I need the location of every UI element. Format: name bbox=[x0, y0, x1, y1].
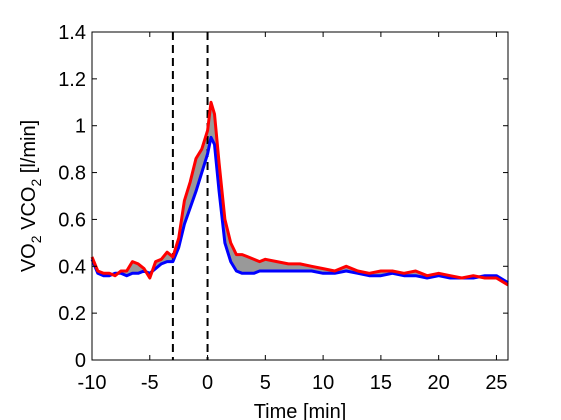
fill-between-area bbox=[92, 102, 508, 285]
plot-frame bbox=[91, 31, 509, 361]
y-axis-label: VO2 VCO2 [l/min] bbox=[18, 120, 44, 272]
x-axis-label: Time [min] bbox=[254, 401, 347, 420]
x-tick-label-2: 0 bbox=[202, 372, 213, 394]
x-tick-label-1: -5 bbox=[141, 372, 159, 394]
y-tick-label-7: 1.4 bbox=[58, 22, 86, 44]
y-tick-label-2: 0.4 bbox=[58, 256, 86, 278]
x-tick-label-7: 25 bbox=[485, 372, 507, 394]
plot-background bbox=[92, 32, 508, 360]
y-tick-label-4: 0.8 bbox=[58, 163, 86, 185]
y-tick-label-1: 0.2 bbox=[58, 303, 86, 325]
series-line-2 bbox=[90, 100, 509, 287]
y-tick-label-5: 1 bbox=[75, 116, 86, 138]
x-tick-label-5: 15 bbox=[370, 372, 392, 394]
x-tick-label-0: -10 bbox=[78, 372, 107, 394]
y-tick-label-3: 0.6 bbox=[58, 209, 86, 231]
series-line-1 bbox=[90, 135, 509, 284]
x-tick-label-3: 5 bbox=[260, 372, 271, 394]
y-tick-label-0: 0 bbox=[75, 350, 86, 372]
x-tick-label-6: 20 bbox=[428, 372, 450, 394]
x-tick-label-4: 10 bbox=[312, 372, 334, 394]
y-tick-label-6: 1.2 bbox=[58, 69, 86, 91]
